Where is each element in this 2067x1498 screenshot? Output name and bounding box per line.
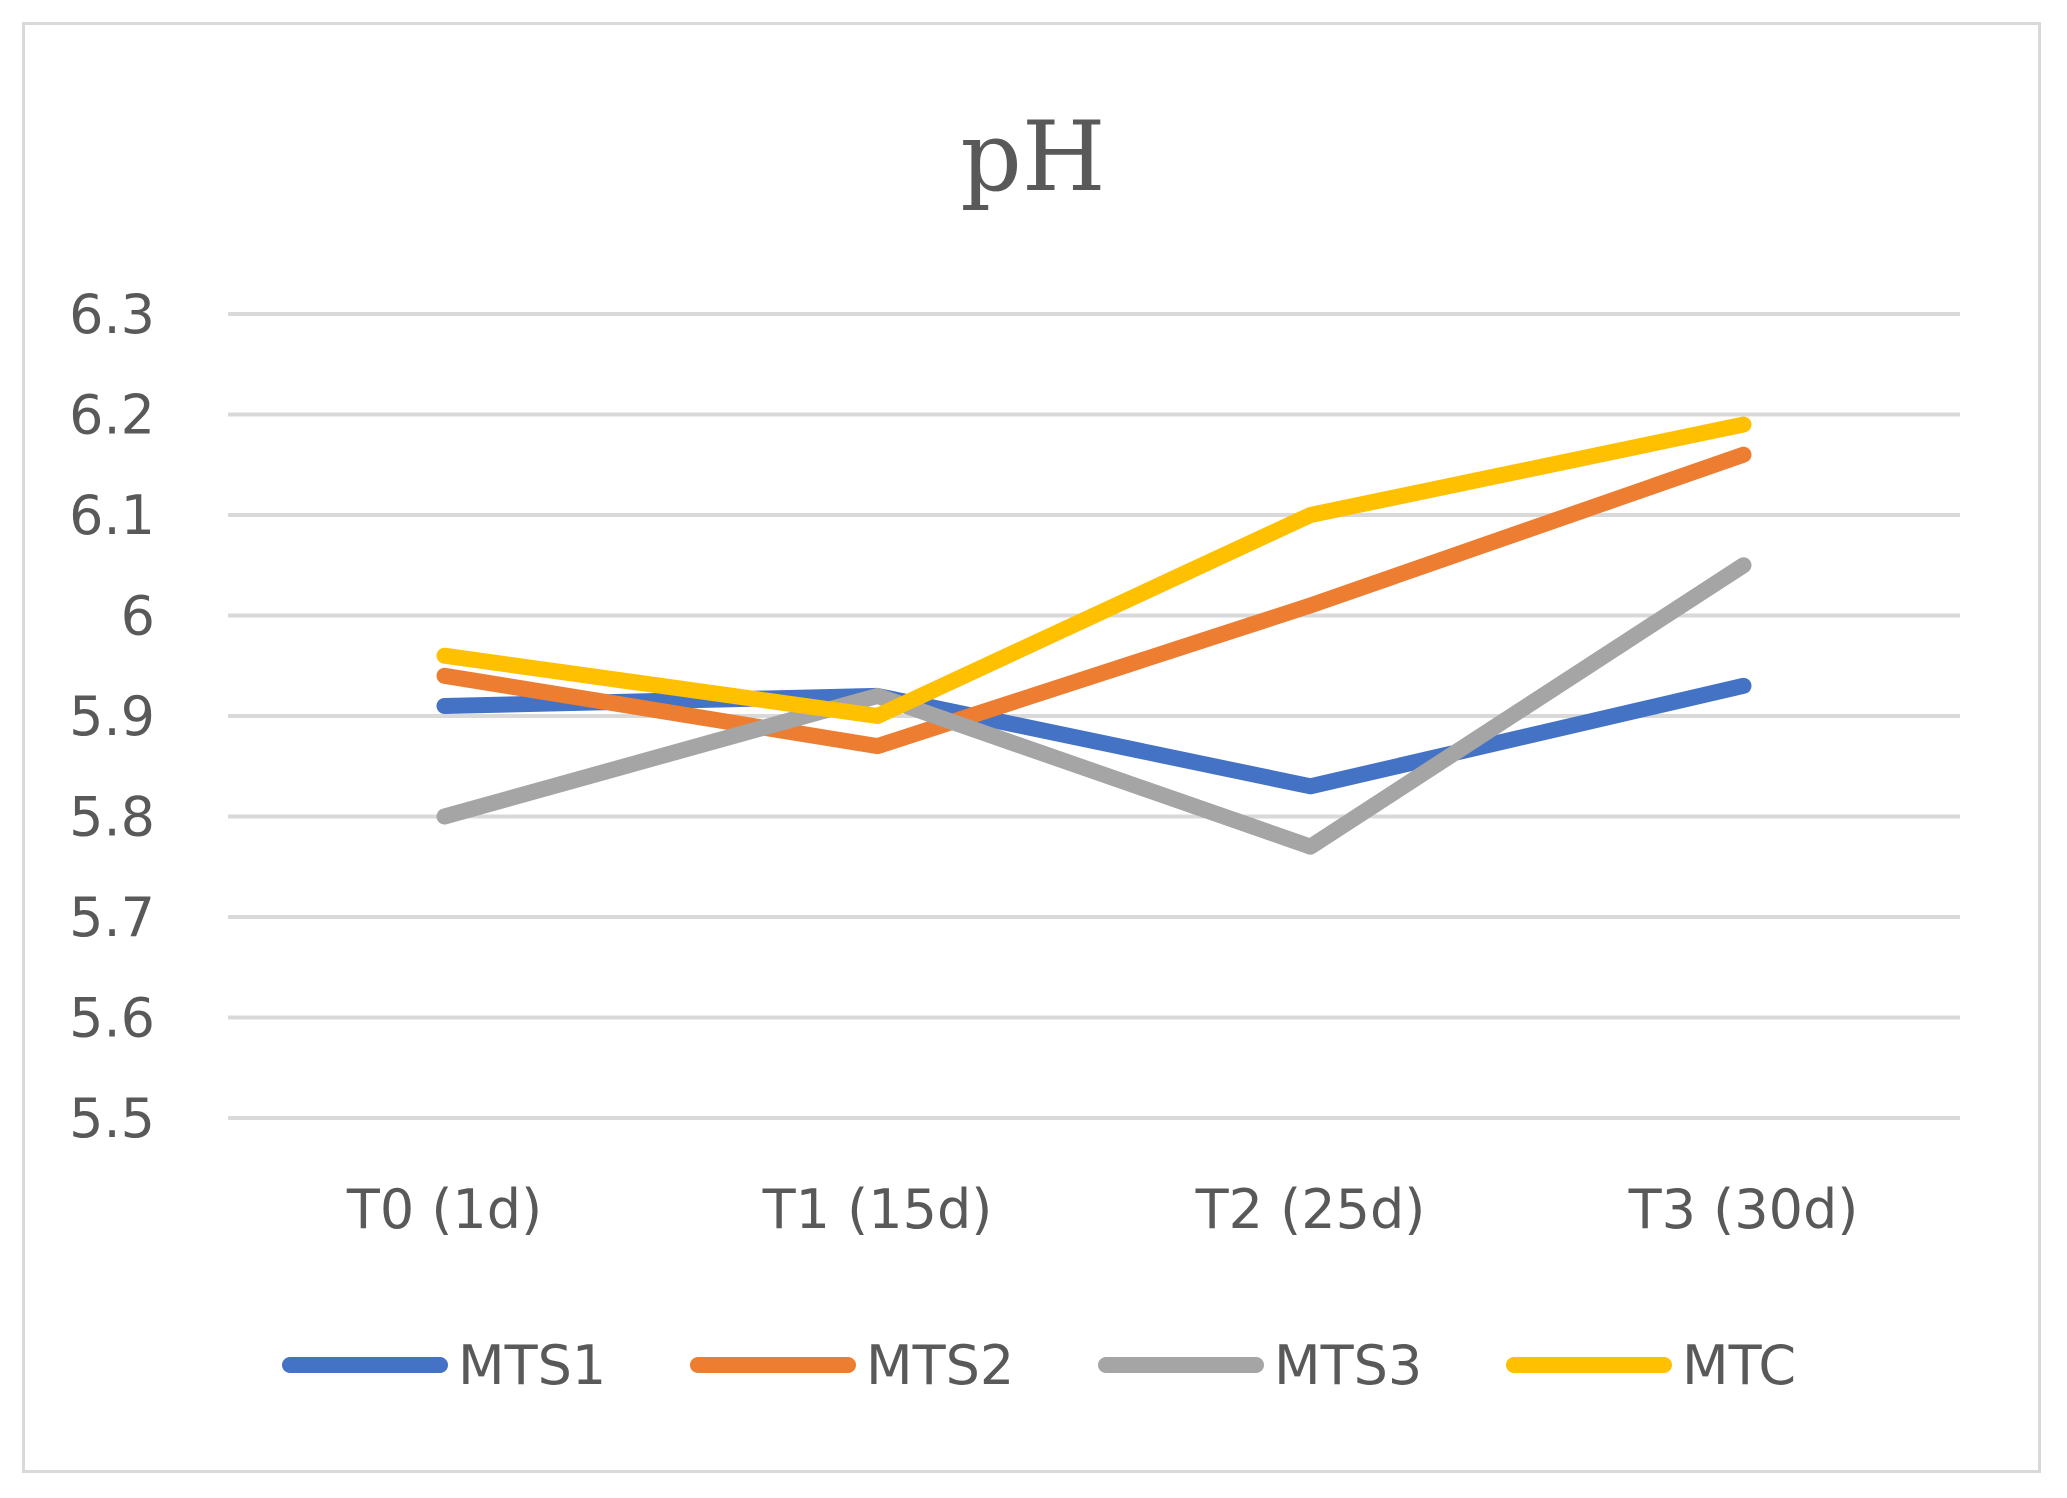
- legend-label: MTS3: [1274, 1334, 1422, 1397]
- series-line-mtc: [436, 416, 1752, 724]
- data-point-mts2: [443, 674, 446, 677]
- legend: MTS1 MTS2 MTS3 MTC: [282, 1334, 1796, 1397]
- legend-item-mts2: MTS2: [690, 1334, 1014, 1397]
- data-point-mtc: [1309, 514, 1312, 516]
- data-point-mts1: [1742, 684, 1745, 687]
- data-point-mts1: [443, 704, 446, 707]
- x-tick-label: T1 (15d): [762, 1178, 993, 1241]
- y-tick-label: 5.5: [69, 1087, 155, 1150]
- series-line-mts2: [436, 446, 1752, 755]
- data-point-mts3: [1309, 845, 1312, 848]
- series-line-mts3: [436, 557, 1752, 855]
- x-tick-label: T2 (25d): [1195, 1178, 1426, 1241]
- data-point-mts1: [1309, 785, 1312, 788]
- x-tick-label: T0 (1d): [346, 1178, 542, 1241]
- data-point-mts2: [876, 745, 879, 748]
- data-point-mts3: [1742, 564, 1745, 567]
- y-tick-label: 6.1: [69, 484, 155, 547]
- series-line-mts1: [436, 677, 1752, 795]
- y-tick-label: 6.3: [69, 283, 155, 346]
- data-point-mtc: [443, 654, 446, 657]
- y-tick-label: 6.2: [69, 384, 155, 447]
- data-point-mtc: [1742, 423, 1745, 426]
- x-tick-label: T3 (30d): [1628, 1178, 1859, 1241]
- x-axis-tick-labels: T0 (1d) T1 (15d) T2 (25d) T3 (30d): [346, 1178, 1858, 1241]
- legend-label: MTC: [1682, 1334, 1796, 1397]
- legend-item-mts1: MTS1: [282, 1334, 606, 1397]
- y-tick-label: 5.8: [69, 786, 155, 849]
- data-point-mts3: [443, 815, 446, 818]
- series-lines: [436, 416, 1752, 855]
- legend-item-mtc: MTC: [1506, 1334, 1796, 1397]
- y-tick-label: 6: [121, 585, 155, 648]
- legend-item-mts3: MTS3: [1098, 1334, 1422, 1397]
- data-point-mtc: [876, 715, 879, 717]
- data-point-mts2: [1309, 604, 1312, 607]
- y-tick-label: 5.7: [69, 886, 155, 949]
- data-point-mts2: [1742, 453, 1745, 456]
- legend-label: MTS2: [866, 1334, 1014, 1397]
- chart-title: pH: [960, 101, 1105, 213]
- legend-label: MTS1: [458, 1334, 606, 1397]
- y-axis-tick-labels: 5.5 5.6 5.7 5.8 5.9 6 6.1 6.2 6.3: [69, 283, 155, 1150]
- y-tick-label: 5.9: [69, 685, 155, 748]
- y-tick-label: 5.6: [69, 987, 155, 1050]
- data-point-mts3: [876, 694, 879, 697]
